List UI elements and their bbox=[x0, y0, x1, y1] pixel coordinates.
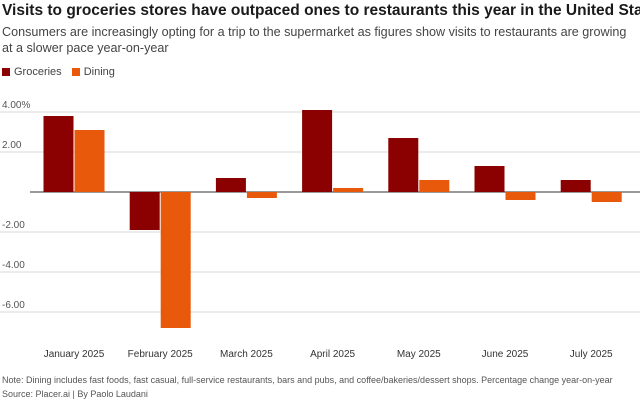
y-tick-label: -6.00 bbox=[2, 300, 25, 311]
bar-groceries bbox=[560, 180, 591, 192]
bar-dining bbox=[419, 180, 450, 192]
y-tick-label: -4.00 bbox=[2, 260, 25, 271]
y-tick-label: 2.00 bbox=[2, 140, 22, 151]
chart-subtitle: Consumers are increasingly opting for a … bbox=[2, 25, 627, 55]
bar-dining bbox=[505, 192, 536, 200]
bar-dining bbox=[333, 188, 364, 192]
bar-groceries bbox=[215, 178, 246, 192]
bar-groceries bbox=[388, 138, 419, 192]
chart-source: Source: Placer.ai | By Paolo Laudani bbox=[2, 389, 148, 399]
bar-groceries bbox=[474, 166, 505, 192]
x-tick-label: January 2025 bbox=[44, 349, 105, 360]
bar-groceries bbox=[302, 110, 333, 192]
x-tick-label: June 2025 bbox=[482, 349, 529, 360]
bar-dining bbox=[160, 192, 191, 328]
bar-dining bbox=[246, 192, 277, 198]
legend-label-dining: Dining bbox=[83, 66, 115, 78]
y-tick-label: -2.00 bbox=[2, 220, 25, 231]
x-tick-label: July 2025 bbox=[570, 349, 613, 360]
legend-item-groceries: Groceries bbox=[2, 66, 62, 78]
chart-title: Visits to groceries stores have outpaced… bbox=[2, 2, 640, 19]
x-tick-label: February 2025 bbox=[128, 349, 193, 360]
legend-item-dining: Dining bbox=[71, 66, 115, 78]
bar-dining bbox=[74, 130, 105, 192]
chart-legend: Groceries Dining bbox=[2, 66, 125, 78]
chart-note: Note: Dining includes fast foods, fast c… bbox=[2, 375, 613, 385]
bar-groceries bbox=[129, 192, 160, 230]
legend-swatch-dining bbox=[71, 68, 80, 76]
bar-dining bbox=[591, 192, 622, 202]
legend-swatch-groceries bbox=[2, 68, 10, 76]
x-tick-label: May 2025 bbox=[397, 349, 441, 360]
y-tick-label: 4.00% bbox=[2, 100, 30, 111]
x-tick-label: March 2025 bbox=[220, 349, 273, 360]
x-tick-label: April 2025 bbox=[310, 349, 355, 360]
bar-groceries bbox=[43, 116, 74, 192]
legend-label-groceries: Groceries bbox=[14, 66, 62, 78]
